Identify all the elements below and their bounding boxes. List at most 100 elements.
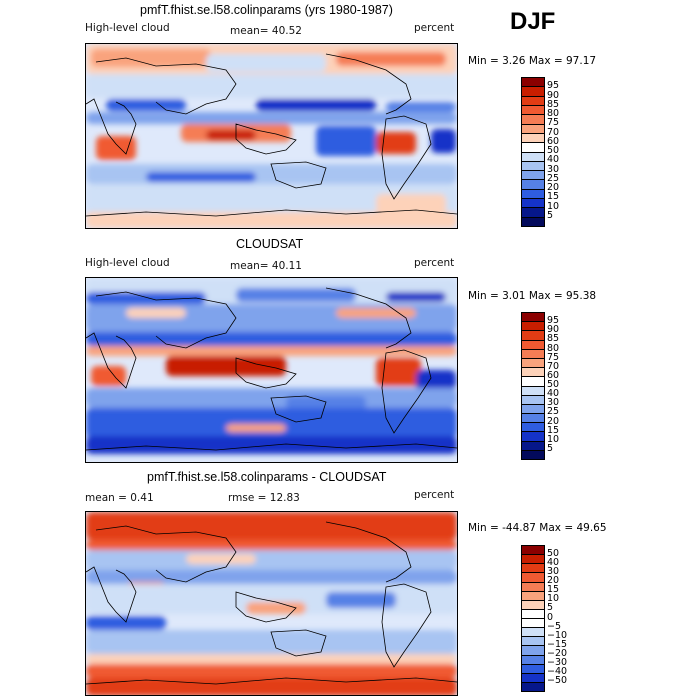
coastlines — [86, 287, 457, 451]
colorbar-tick-label: 20 — [547, 182, 560, 193]
colorbar-swatch — [522, 432, 544, 442]
colorbar-swatch — [522, 161, 544, 172]
colorbar-tick-label: 5 — [547, 442, 554, 454]
colorbar-swatch — [522, 115, 544, 125]
colorbar-swatch — [522, 609, 544, 619]
colorbar-swatch — [522, 189, 544, 200]
colorbar-swatch — [522, 78, 544, 88]
colorbar-tick-label: 30 — [547, 163, 560, 175]
colorbar-swatch — [522, 450, 544, 459]
colorbar-tick-label: 20 — [547, 575, 560, 587]
variable-label: High-level cloud — [85, 22, 170, 34]
colorbar-tick-label: 80 — [547, 342, 560, 354]
colorbar-tick-label: 95 — [547, 315, 560, 327]
colorbar-swatch — [522, 555, 544, 565]
min-max-readout: Min = 3.01 Max = 95.38 — [468, 290, 597, 302]
colorbar-ticks: 50 40 30 20 15 10 5 0 −5 −10 −15 −20 −30 −40 −50 — [547, 545, 587, 690]
colorbar-swatch — [522, 180, 544, 190]
colorbar-swatch — [522, 664, 544, 674]
colorbar-swatch — [522, 386, 544, 396]
colorbar-tick-label: −15 — [547, 638, 568, 650]
colorbar-tick-label: 80 — [547, 108, 560, 119]
units-label: percent — [414, 257, 455, 269]
min-max-readout: Min = -44.87 Max = 49.65 — [468, 522, 607, 534]
colorbar — [521, 77, 545, 227]
colorbar-tick-label: 50 — [547, 379, 560, 390]
colorbar-tick-label: 25 — [547, 406, 560, 418]
mean-value: mean= 40.52 — [230, 25, 302, 37]
colorbar-tick-label: 90 — [547, 324, 560, 336]
units-label: percent — [414, 489, 455, 501]
colorbar-tick-label: 5 — [547, 602, 554, 614]
map-obs — [85, 277, 458, 463]
colorbar-swatch — [522, 96, 544, 106]
colorbar-tick-label: 30 — [547, 566, 560, 578]
colorbar-swatch — [522, 133, 544, 144]
colorbar-swatch — [522, 573, 544, 583]
colorbar-tick-label: 60 — [547, 135, 560, 147]
colorbar-tick-label: 85 — [547, 98, 560, 110]
colorbar-ticks: 95 90 85 80 75 70 60 50 40 30 25 20 15 10 5 — [547, 312, 587, 458]
colorbar-tick-label: 15 — [547, 191, 560, 203]
colorbar-tick-label: 75 — [547, 117, 560, 129]
colorbar-swatch — [522, 404, 544, 415]
colorbar-swatch — [522, 591, 544, 601]
units-label: percent — [414, 22, 455, 34]
colorbar-swatch — [522, 143, 544, 153]
colorbar-tick-label: −10 — [547, 629, 568, 641]
colorbar-swatch — [522, 619, 544, 629]
colorbar-swatch — [522, 105, 544, 116]
colorbar-swatch — [522, 628, 544, 638]
colorbar-swatch — [522, 637, 544, 647]
min-max-readout: Min = 3.26 Max = 97.17 — [468, 55, 597, 67]
colorbar-swatch — [522, 377, 544, 387]
colorbar-tick-label: 85 — [547, 333, 560, 345]
colorbar-tick-label: −50 — [547, 674, 568, 686]
colorbar-ticks: 95 90 85 80 75 70 60 50 40 30 25 20 15 10 5 — [547, 77, 587, 225]
colorbar-tick-label: −40 — [547, 665, 568, 677]
panel-title: pmfT.fhist.se.l58.colinparams - CLOUDSAT — [147, 470, 387, 484]
colorbar-swatch — [522, 646, 544, 656]
colorbar-tick-label: 75 — [547, 351, 560, 363]
colorbar-swatch — [522, 349, 544, 359]
colorbar-swatch — [522, 199, 544, 209]
coastlines — [86, 521, 457, 685]
colorbar-tick-label: 25 — [547, 172, 560, 184]
colorbar-swatch — [522, 124, 544, 134]
colorbar-swatch — [522, 171, 544, 181]
colorbar-tick-label: 70 — [547, 126, 560, 138]
field-contours — [86, 512, 457, 695]
colorbar-tick-label: 10 — [547, 200, 560, 212]
colorbar-tick-label: −5 — [547, 620, 562, 632]
colorbar — [521, 545, 545, 692]
colorbar-tick-label: 60 — [547, 369, 560, 381]
colorbar-tick-label: 0 — [547, 611, 554, 623]
colorbar-swatch — [522, 414, 544, 424]
colorbar-swatch — [522, 395, 544, 405]
field-contours — [86, 278, 457, 454]
colorbar-tick-label: 15 — [547, 584, 560, 596]
colorbar-swatch — [522, 564, 544, 574]
colorbar-swatch — [522, 441, 544, 451]
colorbar-swatch — [522, 582, 544, 592]
variable-label: High-level cloud — [85, 257, 170, 269]
colorbar-swatch — [522, 368, 544, 378]
map-model — [85, 43, 458, 229]
colorbar-tick-label: 40 — [547, 388, 560, 400]
panel-title: CLOUDSAT — [236, 237, 304, 251]
colorbar-tick-label: 15 — [547, 424, 560, 436]
colorbar-tick-label: 70 — [547, 360, 560, 372]
colorbar-swatch — [522, 655, 544, 665]
colorbar-tick-label: 10 — [547, 593, 560, 605]
season-label: DJF — [510, 8, 556, 35]
mean-value: mean = 0.41 — [85, 492, 154, 504]
colorbar-swatch — [522, 423, 544, 433]
colorbar-swatch — [522, 673, 544, 683]
field-contours — [86, 44, 457, 228]
colorbar-tick-label: 30 — [547, 397, 560, 409]
mean-value: mean= 40.11 — [230, 260, 302, 272]
coastlines — [86, 53, 457, 217]
rmse-value: rmse = 12.83 — [228, 492, 300, 504]
colorbar — [521, 312, 545, 460]
panel-title: pmfT.fhist.se.l58.colinparams (yrs 1980-… — [140, 3, 393, 17]
